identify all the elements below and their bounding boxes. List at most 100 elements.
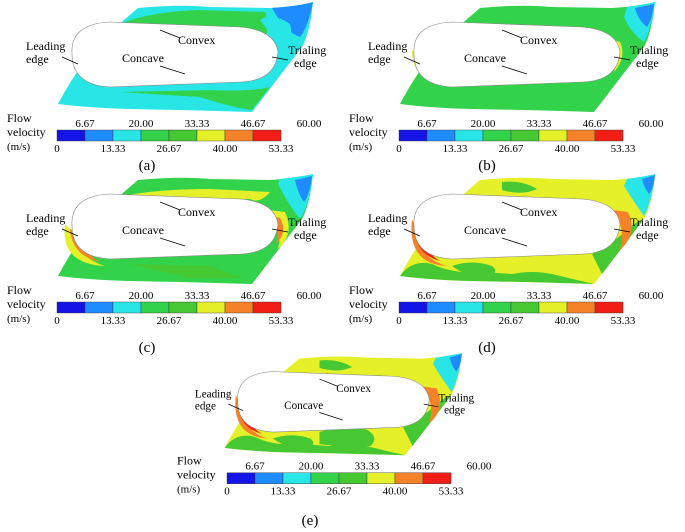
legend-tick-label: 33.33 [185, 118, 210, 130]
leading-edge-label-line1: Leading [195, 389, 232, 401]
concave-label: Concave [122, 51, 164, 65]
legend-tick-label: 6.67 [75, 290, 95, 302]
legend-swatch [566, 129, 596, 142]
legend-unit: (m/s) [177, 484, 201, 496]
trailing-edge-leader [271, 228, 289, 233]
legend-swatch [112, 129, 142, 142]
legend-swatch [454, 129, 484, 142]
legend-swatch [398, 129, 428, 142]
contour-band [260, 209, 289, 249]
legend-title-line2: velocity [349, 125, 388, 139]
blade-profile [71, 193, 279, 260]
leading-edge-leader [228, 403, 244, 412]
legend-swatch [482, 301, 512, 314]
legend-swatch [422, 472, 452, 484]
legend-tick-label: 13.33 [443, 143, 468, 155]
blade-profile [413, 21, 621, 88]
legend-title-line1: Flow [349, 283, 374, 297]
concave-leader [319, 412, 343, 421]
contour-layer [224, 353, 462, 456]
legend-swatch [224, 129, 254, 142]
convex-label: Convex [178, 33, 215, 47]
trailing-edge-label-line1: Trialing [288, 43, 326, 57]
legend-tick-label: 33.33 [527, 118, 552, 130]
legend-swatch [224, 301, 254, 314]
leading-edge-label-line1: Leading [26, 211, 65, 225]
trailing-edge-label-line2: edge [444, 404, 465, 416]
legend-tick-label: 40.00 [555, 315, 580, 327]
blade-profile [237, 371, 430, 433]
trailing-edge-leader [613, 56, 631, 61]
legend-tick-label: 33.33 [527, 290, 552, 302]
legend-tick-label: 60.00 [297, 290, 322, 302]
contour-band [273, 435, 314, 450]
legend-tick-label: 20.00 [471, 290, 496, 302]
legend-tick-label: 6.67 [417, 118, 437, 130]
legend-swatch [594, 129, 624, 142]
convex-leader [159, 29, 181, 39]
legend-tick-label: 13.33 [443, 315, 468, 327]
contour-layer [400, 174, 655, 284]
concave-leader [159, 65, 186, 75]
leading-edge-label-line2: edge [26, 52, 49, 66]
legend-unit: (m/s) [7, 141, 31, 153]
contour-band [120, 87, 270, 110]
legend-swatch [196, 129, 226, 142]
trailing-edge-leader [423, 403, 439, 408]
legend-tick-label: 26.67 [327, 486, 352, 498]
contour-band [403, 394, 452, 446]
legend-tick-label: 0 [224, 486, 230, 498]
convex-leader [319, 378, 339, 387]
legend-tick-label: 60.00 [639, 290, 664, 302]
legend-swatch [538, 129, 568, 142]
contour-band [224, 435, 406, 456]
panel-caption: (c) [139, 340, 156, 356]
legend-tick-label: 0 [54, 315, 60, 327]
panel-caption: (e) [302, 513, 319, 529]
legend-tick-label: 0 [396, 315, 402, 327]
panel-a: LeadingedgeTrialingedgeConvexConcaveFlow… [7, 2, 326, 174]
leading-edge-label-line1: Leading [26, 39, 65, 53]
legend-swatch [538, 301, 568, 314]
convex-leader [159, 201, 181, 211]
panel-d: LeadingedgeTrialingedgeConvexConcaveFlow… [349, 174, 668, 356]
trailing-edge-label-line2: edge [294, 56, 317, 70]
legend-swatch [310, 472, 340, 484]
legend-unit: (m/s) [7, 313, 31, 325]
trailing-edge-leader [271, 56, 289, 61]
legend-tick-label: 26.67 [499, 315, 524, 327]
contour-band [265, 214, 284, 244]
contour-band [319, 427, 375, 447]
blade-profile [413, 193, 621, 260]
convex-label: Convex [178, 205, 215, 219]
legend-tick-label: 46.67 [583, 290, 608, 302]
legend-swatch [254, 472, 284, 484]
legend-swatch [252, 301, 282, 314]
legend-tick-label: 53.33 [611, 315, 636, 327]
concave-label: Concave [464, 51, 506, 65]
legend-swatch [226, 472, 256, 484]
trailing-edge-label-line2: edge [294, 228, 317, 242]
trailing-edge-label-line1: Trialing [630, 43, 668, 57]
legend-swatch [140, 129, 170, 142]
leading-edge-leader [403, 228, 421, 237]
leading-edge-label-line2: edge [368, 224, 391, 238]
legend-tick-label: 6.67 [417, 290, 437, 302]
legend-tick-label: 53.33 [611, 143, 636, 155]
legend-tick-label: 40.00 [555, 143, 580, 155]
legend-tick-label: 46.67 [241, 290, 266, 302]
legend-tick-label: 33.33 [185, 290, 210, 302]
contour-band [452, 262, 496, 278]
legend-swatch [426, 301, 456, 314]
legend-swatch [426, 129, 456, 142]
convex-label: Convex [336, 383, 371, 395]
legend-tick-label: 20.00 [471, 118, 496, 130]
contour-band [272, 2, 313, 37]
concave-leader [501, 65, 528, 75]
legend-swatch [454, 301, 484, 314]
concave-leader [159, 237, 186, 247]
